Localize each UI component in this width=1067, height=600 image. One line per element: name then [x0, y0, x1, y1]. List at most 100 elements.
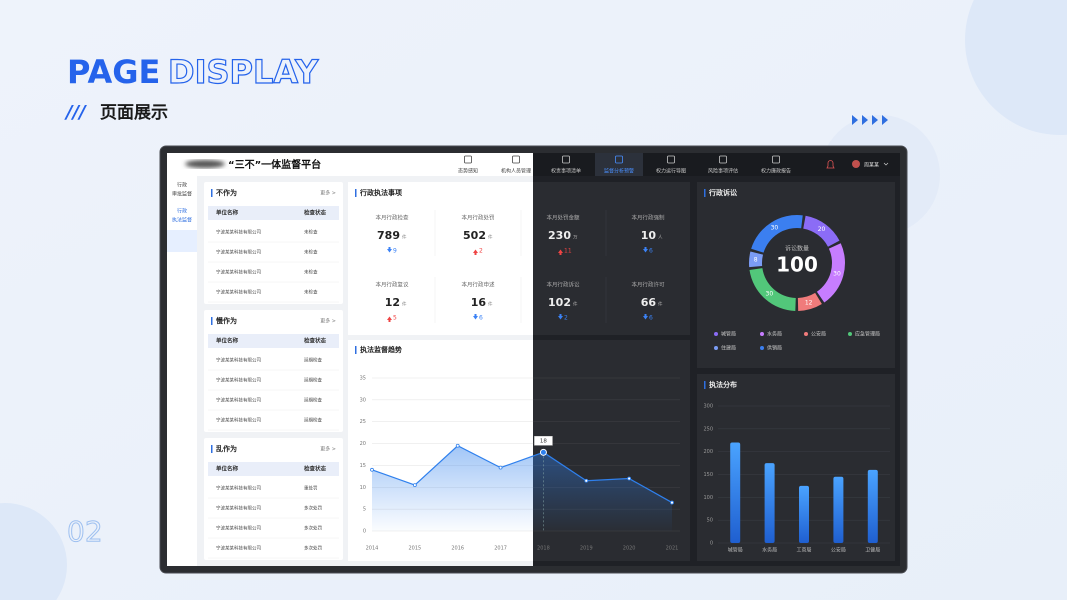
change-arrow — [473, 314, 478, 320]
donut-segment — [749, 251, 764, 268]
nav-item[interactable]: 风险事项评估 — [708, 168, 738, 175]
cell: 未检查 — [304, 269, 318, 276]
blurred-text — [185, 160, 225, 168]
stat-value: 10 — [641, 229, 657, 242]
legend-label: 供销局 — [767, 345, 782, 352]
x-tick-label: 卫健局 — [865, 547, 880, 554]
x-tick-label: 2017 — [494, 546, 507, 552]
legend-label: 水务局 — [767, 331, 782, 338]
cell: 宁波某某科技有限公司 — [216, 249, 261, 256]
nav-item[interactable]: 监督分析预警 — [604, 168, 634, 175]
cell: 多次处罚 — [304, 525, 322, 532]
page-number: 02 — [67, 515, 103, 548]
stat-value: 789 — [377, 229, 400, 242]
cell: 宁波某某科技有限公司 — [216, 357, 261, 364]
column-header: 单位名称 — [216, 465, 239, 473]
segment-label: 20 — [818, 226, 826, 233]
point — [412, 483, 417, 488]
segment-label: 30 — [766, 290, 774, 297]
change-arrow — [643, 247, 648, 253]
title-bar — [355, 189, 357, 197]
nav-icon — [464, 155, 472, 164]
nav-item[interactable]: 机构人员管理 — [501, 168, 531, 175]
sidebar-item[interactable]: 行政 — [177, 182, 187, 189]
y-tick-label: 300 — [703, 404, 713, 410]
stat-unit: 件 — [658, 301, 663, 308]
stat-unit: 件 — [488, 234, 493, 241]
more-link[interactable]: 更多 > — [320, 318, 336, 325]
nav-icon — [615, 155, 623, 164]
nav-icon — [562, 155, 570, 164]
cell: 未检查 — [304, 249, 318, 256]
legend-label: 城管局 — [721, 331, 736, 338]
stat-label: 本月行政诉讼 — [546, 281, 580, 289]
y-tick-label: 30 — [360, 397, 366, 403]
stat-unit: 件 — [402, 301, 407, 308]
legend-swatch — [714, 332, 718, 336]
nav-item[interactable]: 权力廉政报告 — [761, 168, 791, 175]
stat-label: 本月行政处罚 — [461, 214, 494, 222]
nav-item[interactable]: 权力运行导图 — [656, 168, 686, 175]
sidebar-item[interactable]: 行政 — [177, 208, 187, 215]
x-tick-label: 2021 — [666, 546, 679, 552]
y-tick-label: 5 — [363, 507, 366, 513]
legend-swatch — [714, 346, 718, 350]
y-tick-label: 10 — [360, 485, 366, 491]
title-solid: PAGE — [67, 53, 160, 91]
x-tick-label: 2014 — [366, 546, 379, 552]
bar — [799, 485, 809, 543]
stat-unit: 件 — [488, 301, 493, 308]
nav-item[interactable]: 权责事项清单 — [551, 168, 581, 175]
y-tick-label: 25 — [360, 419, 366, 425]
user-name[interactable]: 周某某 — [864, 163, 879, 169]
change-arrow — [558, 314, 563, 320]
point — [584, 478, 589, 483]
cell: 宁波某某科技有限公司 — [216, 545, 261, 552]
x-tick-label: 2018 — [537, 546, 550, 552]
deco-circle — [965, 0, 1067, 135]
card — [697, 182, 895, 368]
stat-label: 本月行政许可 — [631, 281, 665, 289]
area — [372, 445, 672, 531]
stat-change: 6 — [649, 315, 653, 322]
stat-label: 本月行政检查 — [375, 214, 409, 222]
title-outline: DISPLAY — [168, 53, 319, 91]
point — [670, 500, 674, 505]
y-tick-label: 100 — [703, 495, 713, 501]
y-tick-label: 20 — [360, 441, 366, 447]
stat-change: 5 — [393, 315, 397, 322]
nav-item[interactable]: 态势感知 — [458, 168, 478, 175]
chart-title: 执法分布 — [709, 380, 737, 389]
table-header — [208, 334, 339, 348]
change-arrow — [473, 249, 478, 255]
point — [498, 465, 503, 470]
cell: 宁波某某科技有限公司 — [216, 525, 261, 532]
cell: 延期检查 — [304, 357, 322, 364]
y-tick-label: 35 — [360, 376, 366, 382]
list-card — [204, 310, 343, 432]
point — [455, 443, 460, 448]
cell: 多次处罚 — [304, 505, 322, 512]
list-card — [204, 182, 343, 304]
more-link[interactable]: 更多 > — [320, 446, 336, 453]
sidebar-item[interactable]: 审批监督 — [172, 191, 192, 198]
caret — [883, 162, 889, 166]
column-header: 检查状态 — [304, 337, 327, 345]
bar — [764, 463, 775, 543]
stat-value: 230 — [548, 229, 571, 242]
avatar — [852, 160, 860, 168]
more-link[interactable]: 更多 > — [320, 190, 336, 197]
stat-unit: 万 — [573, 235, 578, 241]
title-bar — [211, 445, 213, 453]
sidebar-item[interactable]: 执法监督 — [172, 217, 192, 224]
chevrons — [852, 115, 888, 125]
column-header: 单位名称 — [216, 209, 239, 217]
column-header: 单位名称 — [216, 337, 239, 345]
cell: 延期检查 — [304, 417, 322, 424]
x-tick-label: 水务局 — [762, 547, 777, 554]
x-tick-label: 2016 — [451, 546, 464, 552]
table-header — [208, 462, 339, 476]
x-tick-label: 工商局 — [796, 547, 811, 554]
legend-swatch — [760, 346, 764, 350]
y-tick-label: 250 — [703, 426, 713, 432]
